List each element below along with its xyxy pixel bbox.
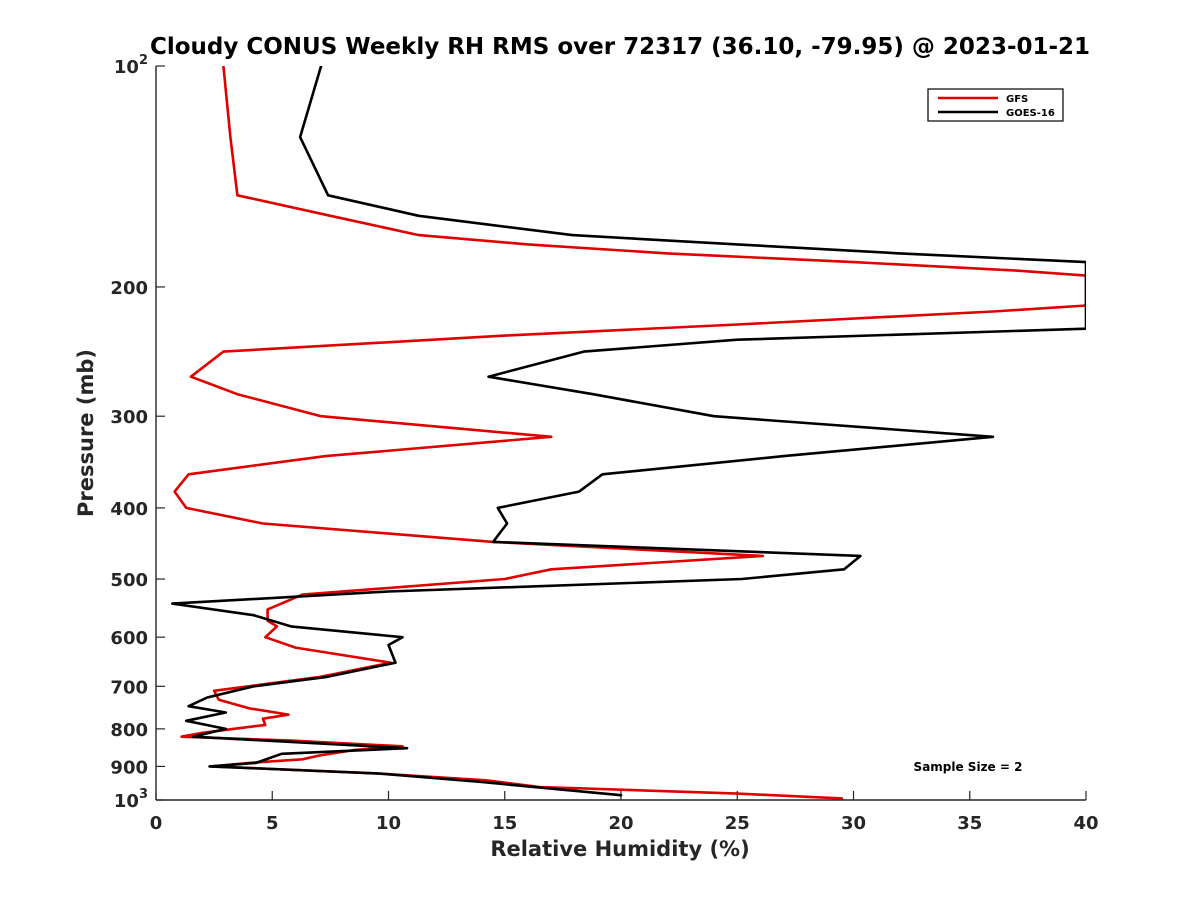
y-tick-label: 600 — [110, 628, 148, 649]
legend-entry: GOES-16 — [1006, 108, 1055, 119]
y-tick-label: 900 — [110, 757, 148, 778]
legend: GFS GOES-16 — [927, 88, 1064, 122]
y-tick-label: 103 — [114, 787, 148, 812]
series-line-goes-16 — [171, 66, 1086, 797]
chart-title: Cloudy CONUS Weekly RH RMS over 72317 (3… — [150, 34, 1090, 60]
y-tick-label: 102 — [114, 53, 148, 78]
x-axis-label: Relative Humidity (%) — [490, 837, 749, 861]
x-tick-label: 30 — [841, 813, 866, 834]
y-tick-label: 400 — [110, 499, 148, 520]
legend-box — [927, 88, 1064, 122]
y-tick-label: 500 — [110, 570, 148, 591]
legend-entry: GFS — [1006, 94, 1028, 105]
y-axis-label: Pressure (mb) — [74, 349, 98, 517]
y-tick-label: 700 — [110, 677, 148, 698]
x-tick-label: 10 — [376, 813, 401, 834]
y-tick-label: 200 — [110, 278, 148, 299]
x-tick-label: 5 — [266, 813, 279, 834]
x-tick-label: 20 — [608, 813, 633, 834]
y-tick-label: 800 — [110, 720, 148, 741]
x-tick-label: 15 — [492, 813, 517, 834]
plot-area: 0 5 10 15 20 25 30 35 40 102 200 300 400 500 600 700 800… — [110, 53, 1098, 834]
sample-size-annotation: Sample Size = 2 — [914, 760, 1023, 774]
x-tick-label: 35 — [957, 813, 982, 834]
x-tick-label: 0 — [150, 813, 163, 834]
x-tick-label: 40 — [1073, 813, 1098, 834]
x-tick-label: 25 — [725, 813, 750, 834]
y-tick-label: 300 — [110, 407, 148, 428]
